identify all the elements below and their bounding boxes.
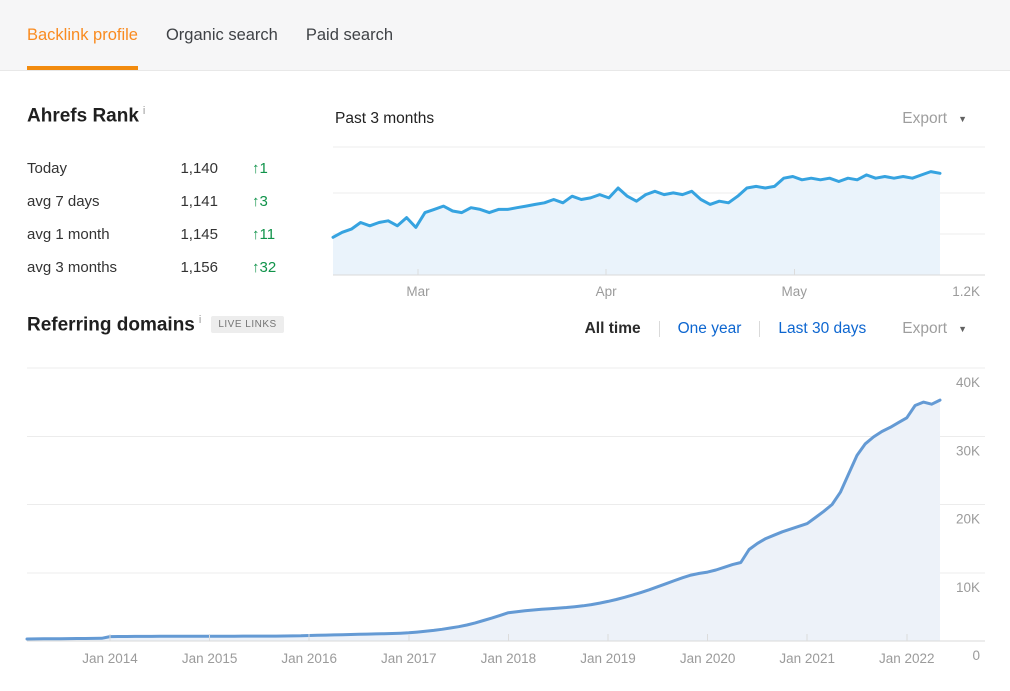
rank-row-label: avg 3 months (27, 259, 118, 276)
x-tick-label: Jan 2019 (580, 651, 636, 666)
x-tick-label: Jan 2016 (281, 651, 337, 666)
tab-paid-search[interactable]: Paid search (306, 0, 393, 70)
referring-domains-title: Referring domains (27, 314, 195, 336)
rank-row: avg 7 days 1,141 ↑3 (27, 185, 276, 218)
referring-domains-heading: Referring domains i LIVE LINKS (27, 314, 284, 336)
rank-row-delta: ↑32 (252, 259, 277, 276)
y-tick-label: 0 (972, 648, 980, 663)
ahrefs-rank-chart[interactable]: Mar Apr May 1.2K (300, 140, 1010, 310)
x-tick-label: Jan 2022 (879, 651, 935, 666)
export-button-rank[interactable]: Export ▼ (902, 110, 967, 128)
x-tick-label: Jan 2020 (680, 651, 736, 666)
series-line (25, 398, 942, 641)
x-tick-label: Mar (406, 284, 430, 299)
rank-row: avg 3 months 1,156 ↑32 (27, 251, 276, 284)
tab-bar: Backlink profile Organic search Paid sea… (0, 0, 1010, 71)
ahrefs-rank-table: Today 1,140 ↑1 avg 7 days 1,141 ↑3 avg 1 month… (27, 152, 276, 284)
x-tick-label: Jan 2021 (779, 651, 835, 666)
rank-row: Today 1,140 ↑1 (27, 152, 276, 185)
x-tick-label: Jan 2014 (82, 651, 138, 666)
tab-label: Backlink profile (27, 25, 138, 44)
y-tick-label: 30K (956, 443, 980, 458)
series-line (331, 170, 942, 239)
export-label: Export (902, 110, 948, 127)
tab-label: Paid search (305, 25, 393, 44)
rank-row-label: avg 7 days (27, 193, 100, 210)
rank-row-value: 1,156 (180, 259, 218, 276)
info-icon[interactable]: i (198, 314, 202, 326)
x-tick-label: May (782, 284, 808, 299)
tab-organic-search[interactable]: Organic search (166, 0, 278, 70)
x-tick-label: Jan 2018 (481, 651, 537, 666)
rank-row-delta: ↑11 (252, 226, 276, 243)
caret-down-icon: ▼ (958, 114, 967, 124)
rank-row-label: avg 1 month (27, 226, 110, 243)
ahrefs-rank-heading: Ahrefs Rank i (27, 105, 145, 127)
export-label: Export (902, 320, 948, 337)
x-tick-label: Apr (596, 284, 618, 299)
filter-last-30-days[interactable]: Last 30 days (778, 320, 867, 337)
info-icon[interactable]: i (142, 105, 146, 117)
series-area (333, 171, 940, 275)
rank-row-delta: ↑1 (252, 160, 268, 177)
referring-domains-chart[interactable]: Jan 2014 Jan 2015 Jan 2016 Jan 2017 Jan 2018… (0, 360, 1010, 670)
export-button-referring-domains[interactable]: Export ▼ (902, 320, 967, 338)
rank-chart-title: Past 3 months (335, 110, 435, 127)
divider (658, 321, 660, 337)
x-tick-label: Jan 2015 (182, 651, 238, 666)
rank-row-value: 1,145 (180, 226, 218, 243)
y-tick-label: 20K (956, 512, 980, 527)
rank-row-value: 1,141 (180, 193, 218, 210)
divider (759, 321, 761, 337)
x-tick-label: Jan 2017 (381, 651, 437, 666)
rank-row: avg 1 month 1,145 ↑11 (27, 218, 276, 251)
live-links-badge: LIVE LINKS (211, 316, 284, 334)
rank-row-label: Today (27, 160, 68, 177)
rank-row-delta: ↑3 (252, 193, 268, 210)
caret-down-icon: ▼ (958, 324, 967, 334)
filter-one-year[interactable]: One year (677, 320, 742, 337)
active-tab-underline (27, 66, 138, 70)
y-tick-label: 40K (956, 375, 980, 390)
tab-backlink-profile[interactable]: Backlink profile (27, 0, 138, 70)
rank-row-value: 1,140 (180, 160, 218, 177)
tab-label: Organic search (165, 25, 278, 44)
filter-all-time[interactable]: All time (584, 320, 641, 337)
time-range-filters: All time One year Last 30 days Export ▼ (585, 320, 967, 338)
y-axis-label: 1.2K (952, 284, 980, 299)
series-area (27, 400, 940, 641)
y-tick-label: 10K (956, 580, 980, 595)
ahrefs-rank-title: Ahrefs Rank (27, 105, 139, 127)
